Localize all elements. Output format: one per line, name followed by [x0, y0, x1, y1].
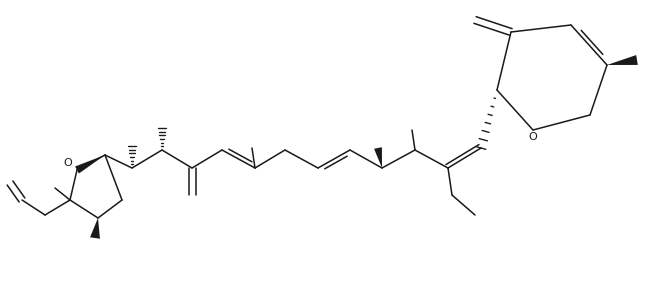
Text: O: O — [64, 158, 73, 168]
Polygon shape — [607, 55, 638, 65]
Polygon shape — [374, 147, 382, 168]
Polygon shape — [90, 218, 100, 239]
Text: O: O — [529, 132, 537, 142]
Polygon shape — [75, 155, 105, 173]
